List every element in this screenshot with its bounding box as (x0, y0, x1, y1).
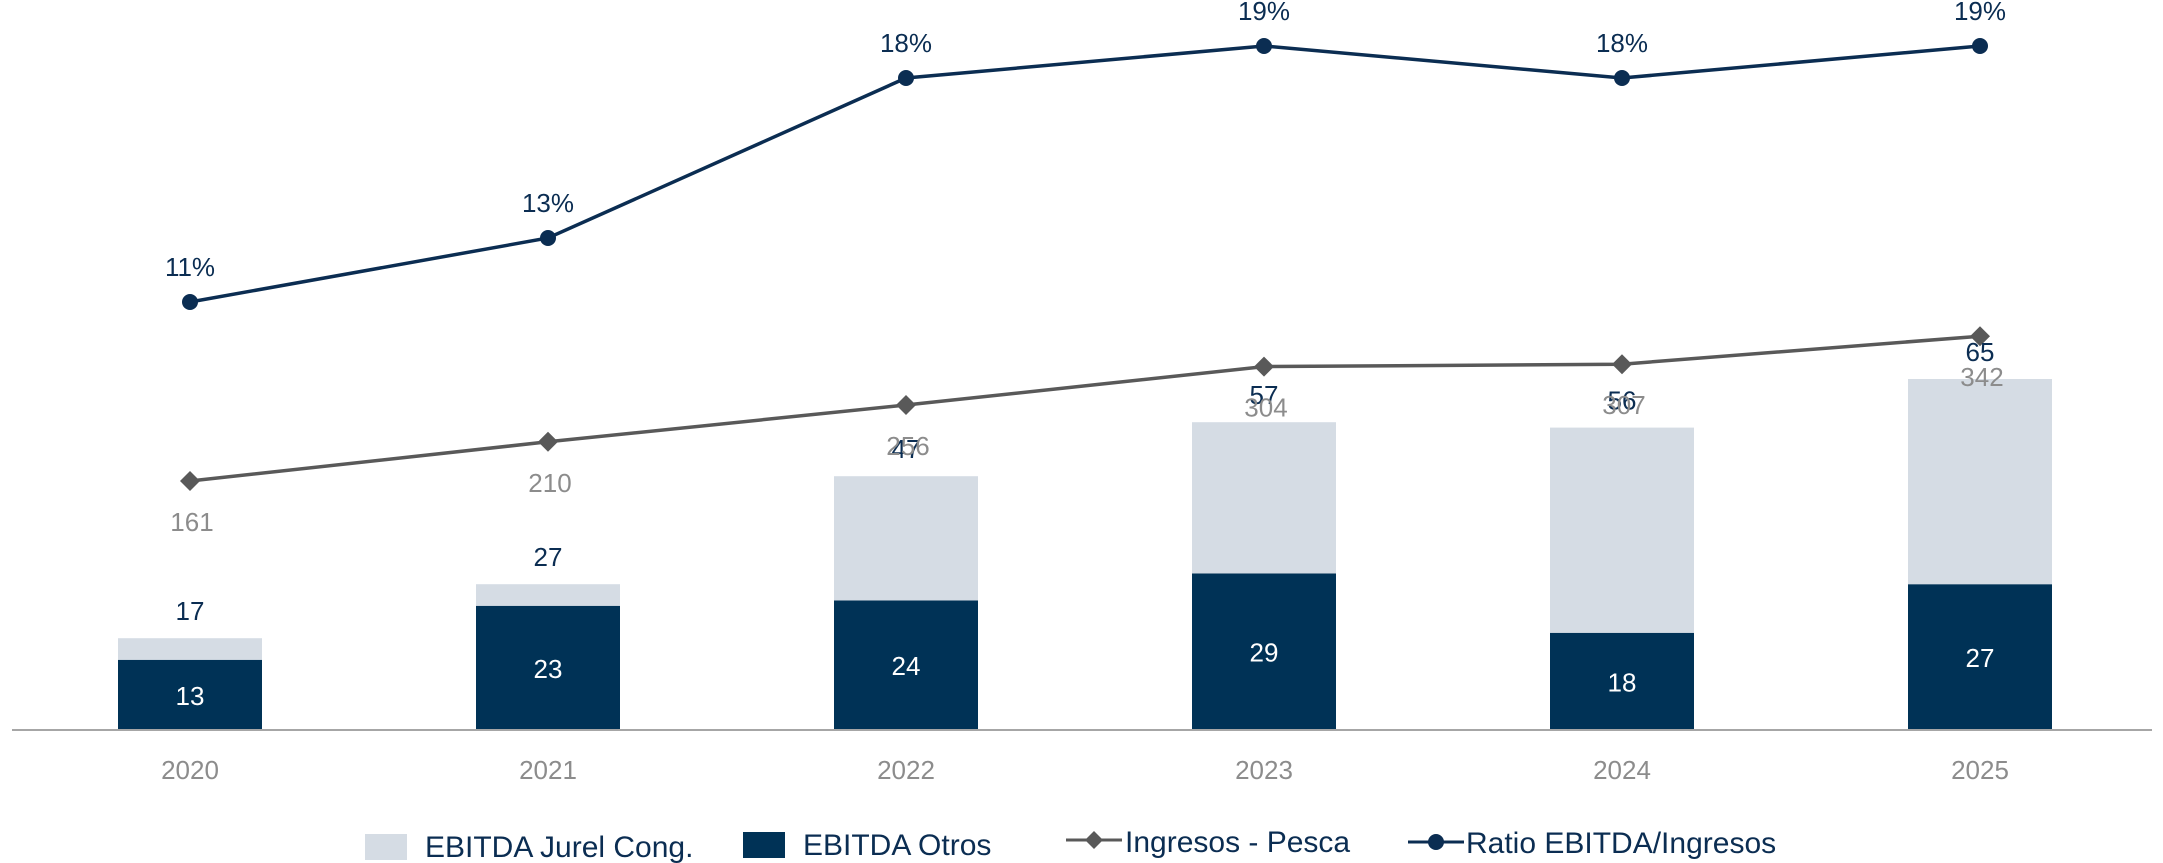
bar-ebitda-jurel-2022 (834, 476, 978, 601)
marker-ingresos-2024 (1612, 354, 1632, 375)
label-ratio-2020: 11% (165, 252, 215, 282)
marker-ingresos-2021 (538, 431, 558, 452)
label-ratio-2025: 19% (1954, 0, 2006, 26)
label-ingresos-2023: 304 (1244, 393, 1287, 423)
legend-label-otros: EBITDA Otros (803, 829, 991, 862)
bars-layer (118, 379, 2052, 730)
bar-ebitda-otros-2021 (476, 605, 620, 730)
bar-ebitda-jurel-2023 (1192, 422, 1336, 574)
bar-otros-value-2024: 18 (1608, 667, 1637, 697)
bar-total-value-2020: 17 (176, 596, 205, 626)
bar-total-value-2023: 57 (1250, 380, 1279, 410)
bar-otros-value-2023: 29 (1250, 638, 1279, 668)
bar-total-value-2022: 47 (892, 434, 921, 464)
labels-layer: 13 17 23 27 24 47 29 57 18 56 27 65 161 210 256 304 307 3… (165, 0, 2006, 711)
line-ratio-ebitda-ingresos (189, 44, 1981, 304)
marker-ratio-2022 (898, 70, 914, 86)
bar-ebitda-jurel-2024 (1550, 427, 1694, 633)
x-tick-label-2025: 2025 (1951, 755, 2009, 785)
marker-ratio-2025 (1972, 38, 1988, 54)
marker-ratio-2023 (1256, 38, 1272, 54)
legend-label-ratio: Ratio EBITDA/Ingresos (1466, 827, 1776, 860)
legend-swatch-otros (743, 832, 785, 858)
bar-ebitda-otros-2025 (1908, 584, 2052, 730)
marker-ratio-2024 (1614, 70, 1630, 86)
label-ingresos-2021: 210 (528, 468, 571, 498)
marker-ingresos-2025 (1970, 326, 1990, 347)
label-ratio-2024: 18% (1596, 28, 1648, 58)
label-ratio-2022: 18% (880, 28, 932, 58)
x-tick-label-2020: 2020 (161, 755, 219, 785)
bar-otros-value-2020: 13 (176, 681, 205, 711)
legend-marker-ingresos (1085, 831, 1103, 849)
legend-swatch-jurel (365, 834, 407, 860)
marker-ratio-2021 (540, 230, 556, 246)
x-tick-label-2021: 2021 (519, 755, 577, 785)
bar-ebitda-jurel-2020 (118, 638, 262, 660)
line-ingresos-pesca (189, 334, 1981, 483)
x-tick-label-2023: 2023 (1235, 755, 1293, 785)
bar-ebitda-jurel-2025 (1908, 379, 2052, 585)
bar-total-value-2021: 27 (534, 542, 563, 572)
label-ingresos-2024: 307 (1602, 390, 1645, 420)
bar-ebitda-jurel-2021 (476, 584, 620, 606)
label-ingresos-2025: 342 (1960, 362, 2003, 392)
bar-ebitda-otros-2023 (1192, 573, 1336, 730)
legend-label-ingresos: Ingresos - Pesca (1125, 826, 1350, 859)
bar-otros-value-2022: 24 (892, 651, 921, 681)
bar-ebitda-otros-2022 (834, 600, 978, 730)
x-tick-label-2022: 2022 (877, 755, 935, 785)
label-ratio-2021: 13% (522, 188, 574, 218)
x-tick-label-2024: 2024 (1593, 755, 1651, 785)
bar-otros-value-2025: 27 (1966, 643, 1995, 673)
label-ingresos-2020: 161 (170, 507, 213, 537)
bar-total-value-2025: 65 (1966, 337, 1995, 367)
marker-ingresos-2022 (896, 395, 916, 415)
marker-ingresos-2023 (1254, 356, 1274, 377)
bar-otros-value-2021: 23 (534, 654, 563, 684)
legend-label-jurel: EBITDA Jurel Cong. (425, 831, 693, 863)
marker-ingresos-2020 (180, 471, 200, 491)
marker-ratio-2020 (182, 294, 198, 310)
lines-layer (180, 38, 1990, 491)
bar-ebitda-otros-2020 (118, 659, 262, 730)
legend-marker-ratio (1428, 834, 1444, 850)
label-ingresos-2022: 256 (886, 431, 929, 461)
label-ratio-2023: 19% (1238, 0, 1290, 26)
bar-total-value-2024: 56 (1608, 386, 1637, 416)
x-axis-ticks: 2020 2021 2022 2023 2024 2025 (161, 755, 2009, 785)
legend: EBITDA Jurel Cong. EBITDA Otros Ingresos… (365, 826, 1776, 863)
bar-ebitda-otros-2024 (1550, 632, 1694, 730)
